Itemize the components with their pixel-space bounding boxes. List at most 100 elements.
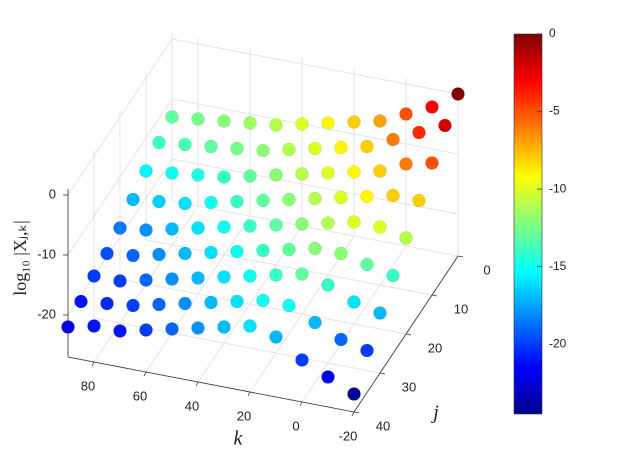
point (243, 219, 257, 233)
point (256, 293, 270, 308)
colorbar-tick-label: -10 (549, 181, 567, 195)
point (347, 387, 361, 401)
y-tick (431, 294, 438, 297)
point (126, 248, 140, 263)
x-tick (91, 361, 95, 367)
grid-line (67, 98, 173, 256)
point (373, 220, 387, 234)
colorbar-tick-label: -20 (549, 336, 567, 350)
x-tick-label: 0 (292, 418, 299, 433)
x-tick-label: -20 (339, 428, 358, 443)
point (269, 218, 283, 232)
point (217, 320, 231, 334)
point (308, 141, 322, 156)
point (399, 231, 413, 245)
point (165, 166, 179, 180)
grid-line (67, 38, 173, 196)
point (61, 320, 75, 334)
point (243, 169, 257, 183)
point (191, 221, 205, 235)
y-tick-label: 20 (428, 340, 442, 355)
colorbar (513, 33, 543, 415)
point (217, 220, 231, 234)
point (308, 191, 322, 206)
point (360, 139, 374, 154)
z-tick-label: -20 (37, 306, 56, 321)
point (191, 321, 205, 335)
point (373, 306, 387, 320)
point (386, 132, 400, 147)
point (74, 294, 88, 309)
y-tick-label: 10 (454, 301, 468, 316)
point (152, 194, 166, 209)
x-tick-label: 20 (237, 408, 251, 423)
point (347, 165, 361, 179)
point (321, 370, 335, 384)
point (217, 170, 231, 184)
point (269, 330, 283, 344)
colorbar-tick-label: 0 (549, 26, 556, 40)
point (412, 193, 426, 208)
point (425, 156, 439, 170)
point (373, 164, 387, 178)
x-tick-label: 80 (81, 378, 95, 393)
point (139, 223, 153, 237)
point (204, 245, 218, 260)
point (178, 296, 192, 311)
y-tick (405, 333, 412, 336)
grid-line (93, 317, 381, 374)
point (256, 243, 270, 258)
point (152, 247, 166, 262)
x-tick (143, 371, 147, 377)
x-label: k (234, 428, 244, 450)
point (204, 139, 218, 154)
point (191, 168, 205, 182)
point (126, 298, 140, 313)
colorbar-tick-label: -15 (549, 259, 567, 273)
point (321, 166, 335, 180)
point (334, 190, 348, 205)
point (295, 353, 309, 367)
point (113, 274, 127, 288)
point (100, 246, 114, 261)
point (321, 278, 335, 292)
point (295, 167, 309, 181)
point (113, 221, 127, 235)
point (204, 195, 218, 210)
grid-line (171, 38, 459, 95)
point (308, 315, 322, 330)
x-tick-label: 40 (185, 398, 199, 413)
point (87, 269, 101, 283)
x-tick (351, 411, 355, 417)
point (386, 188, 400, 203)
point (438, 118, 452, 133)
point (334, 246, 348, 261)
point (347, 295, 361, 309)
point (347, 115, 361, 129)
z-label: log₁₀ |Xⱼ,ₖ| (10, 220, 30, 296)
point (321, 216, 335, 230)
point (334, 332, 348, 347)
point (360, 189, 374, 204)
z-tick-label: -10 (37, 246, 56, 261)
point (256, 193, 270, 208)
point (360, 257, 374, 272)
point (230, 244, 244, 259)
x-tick (299, 401, 303, 407)
point (386, 268, 400, 283)
y-tick (353, 411, 360, 414)
point (451, 87, 465, 101)
grid-line (67, 158, 173, 316)
point (113, 324, 127, 338)
point (321, 116, 335, 130)
colorbar-tick-label: -5 (549, 104, 560, 118)
point (282, 192, 296, 207)
point (243, 269, 257, 283)
point (191, 112, 205, 126)
point (152, 135, 166, 150)
grid-line (171, 200, 459, 257)
point (282, 298, 296, 313)
x-tick (195, 381, 199, 387)
x-tick (247, 391, 251, 397)
